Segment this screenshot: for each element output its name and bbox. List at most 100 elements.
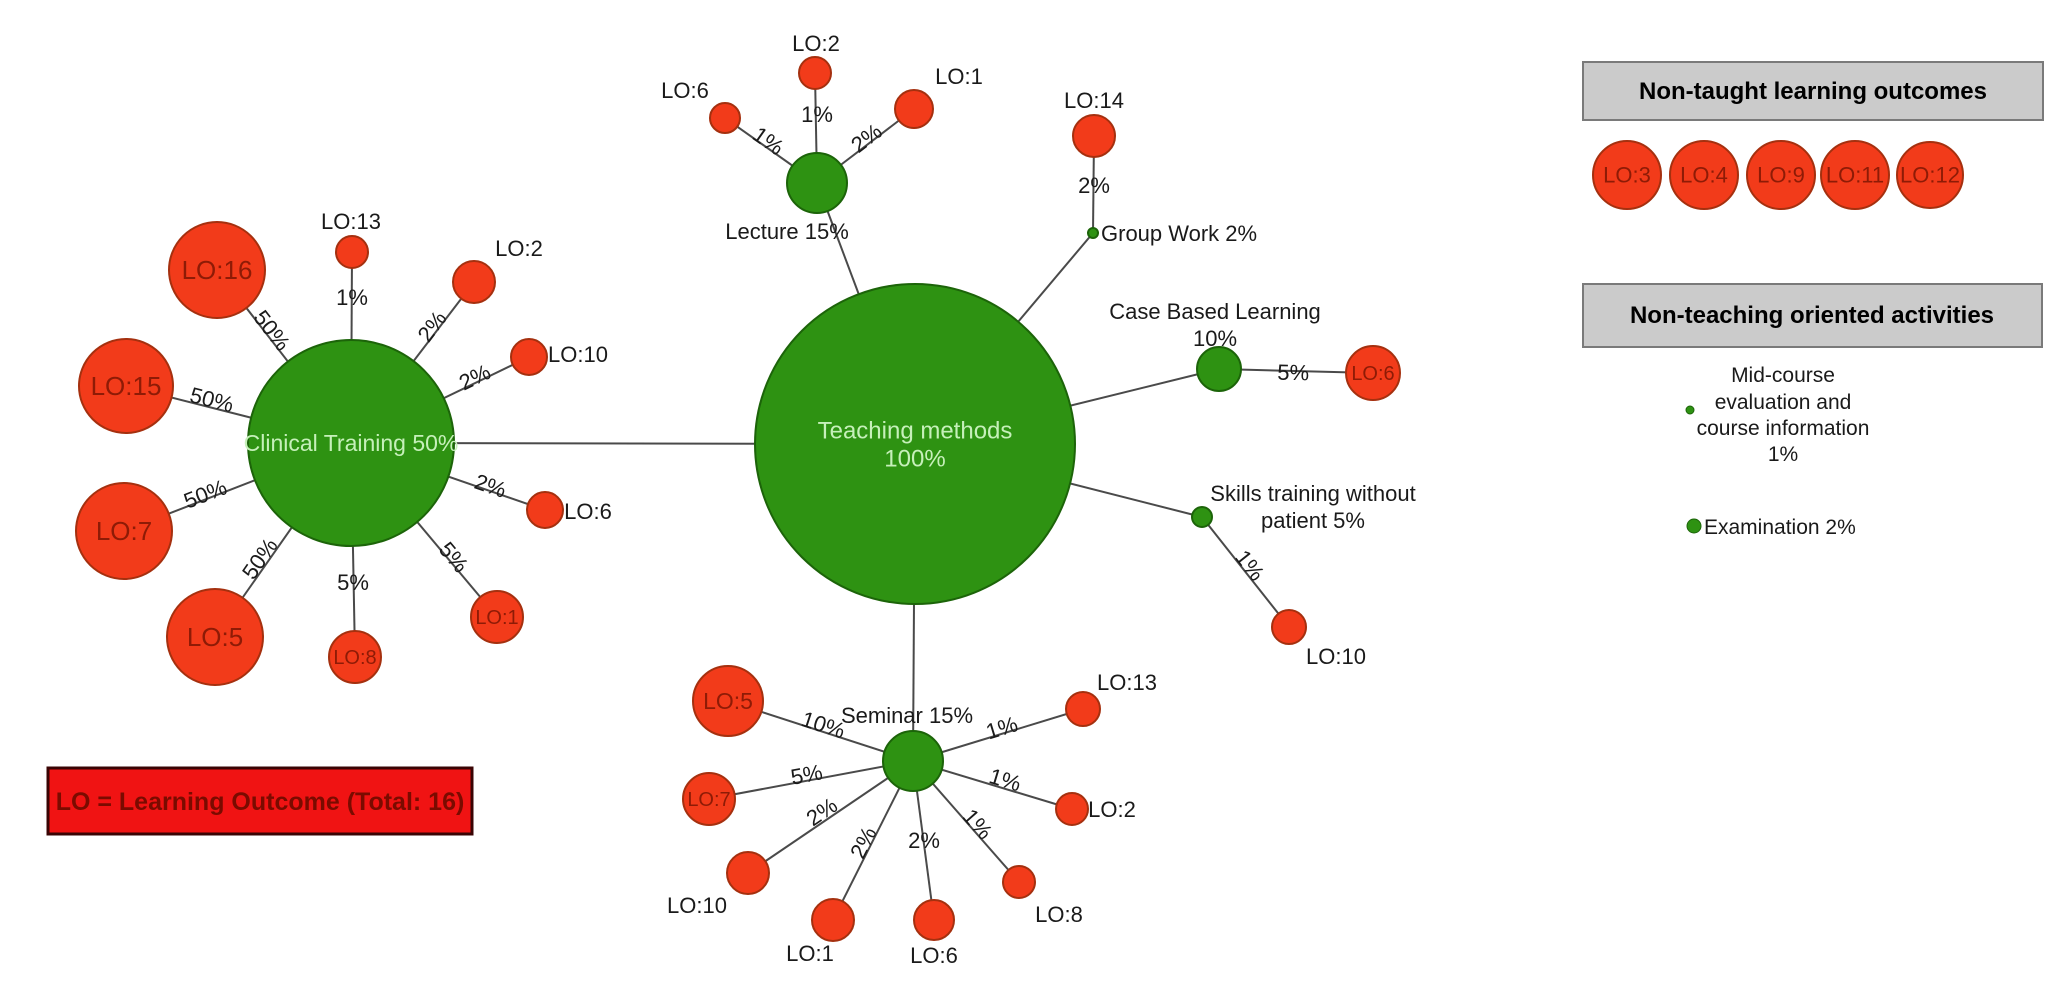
node-sk10 [1271, 609, 1307, 645]
node-sm2 [1055, 792, 1089, 826]
node-cl8 [328, 630, 382, 684]
edge-skills-sk10 [1201, 516, 1290, 628]
label-cl6: LO:6 [564, 499, 612, 524]
node-clinical [247, 339, 455, 547]
node-cl5 [166, 588, 264, 686]
label-cl5: LO:5 [187, 622, 243, 652]
legend-box [46, 766, 474, 836]
midcourse-dot [1685, 405, 1695, 415]
node-nt3 [1592, 140, 1662, 210]
node-lec6 [709, 102, 741, 134]
edge-seminar-sm10 [747, 760, 914, 874]
node-cl6 [526, 491, 564, 529]
label-cl15: LO:15 [91, 371, 162, 401]
non-teaching-header-box [1582, 283, 2043, 348]
label-nt3: LO:3 [1603, 163, 1651, 188]
edge-label-lecture-lec2: 1% [801, 102, 833, 127]
node-cl7 [75, 482, 173, 580]
label-nt12: LO:12 [1900, 163, 1960, 188]
label-sm8: LO:8 [1035, 902, 1083, 927]
edge-label-clinical-cl15: 50% [187, 382, 236, 417]
node-sm8 [1002, 865, 1036, 899]
midcourse-line-3: course information [1697, 417, 1870, 440]
edge-label-seminar-sm13: 1% [983, 711, 1021, 744]
label-cb6: LO:6 [1351, 363, 1394, 385]
edge-label-seminar-sm2: 1% [986, 763, 1024, 796]
label-teaching: Teaching methods [818, 417, 1013, 444]
label-lo14: LO:14 [1064, 88, 1124, 113]
edge-label-seminar-sm8: 1% [958, 804, 998, 844]
node-casebased [1196, 346, 1242, 392]
node-nt11 [1820, 140, 1890, 210]
midcourse-line-1: Mid-course [1731, 364, 1835, 387]
node-cl13 [335, 235, 369, 269]
label-lec1: LO:1 [935, 64, 983, 89]
node-cl2 [452, 260, 496, 304]
edge-label-clinical-cl13: 1% [336, 285, 368, 310]
label-cl8: LO:8 [333, 647, 376, 669]
edge-label-casebased-cb6: 5% [1277, 360, 1309, 386]
label-seminar: Seminar 15% [841, 703, 973, 728]
label-cl13: LO:13 [321, 209, 381, 234]
node-sm10 [726, 851, 770, 895]
node-nt12 [1896, 141, 1964, 209]
edge-label-seminar-sm7: 5% [789, 759, 825, 789]
node-lec1 [894, 89, 934, 129]
label-skills: patient 5% [1261, 508, 1365, 533]
edge-label-seminar-sm10: 2% [802, 793, 842, 832]
midcourse-text: Mid-course evaluation and course informa… [1697, 364, 1870, 466]
non-taught-title: Non-taught learning outcomes [1639, 78, 1987, 105]
edge-label-clinical-cl1: 5% [434, 537, 474, 577]
label-sm2: LO:2 [1088, 797, 1136, 822]
node-nt9 [1746, 140, 1816, 210]
edge-label-seminar-sm1: 2% [845, 823, 882, 863]
examination-dot [1686, 518, 1702, 534]
label-sm10: LO:10 [667, 893, 727, 918]
panel-non-teaching: Non-teaching oriented activities Mid-cou… [1582, 283, 2043, 539]
node-sm7 [682, 772, 736, 826]
label-lec6: LO:6 [661, 78, 709, 103]
node-cl10 [510, 338, 548, 376]
node-teaching [754, 283, 1076, 605]
node-sm6 [913, 899, 955, 941]
label-lecture: Lecture 15% [725, 219, 849, 244]
label-sk10: LO:10 [1306, 644, 1366, 669]
node-sm13 [1065, 691, 1101, 727]
label-clinical: Clinical Training 50% [244, 430, 459, 456]
label-teaching: 100% [884, 445, 945, 472]
node-lec2 [798, 56, 832, 90]
midcourse-line-4: 1% [1768, 443, 1798, 466]
edge-label-lecture-lec6: 1% [748, 121, 788, 160]
non-taught-header-box [1582, 61, 2044, 121]
label-sm13: LO:13 [1097, 670, 1157, 695]
label-nt9: LO:9 [1757, 163, 1805, 188]
legend: LO = Learning Outcome (Total: 16) [46, 766, 474, 836]
label-cl10: LO:10 [548, 342, 608, 367]
node-cl16 [168, 221, 266, 319]
label-skills: Skills training without [1210, 481, 1415, 506]
node-nt4 [1669, 140, 1739, 210]
label-cl7: LO:7 [96, 516, 152, 546]
edge-label-lecture-lec1: 2% [846, 118, 886, 157]
node-cl1 [470, 590, 524, 644]
label-sm7: LO:7 [687, 789, 730, 811]
label-groupwork: Group Work 2% [1101, 221, 1257, 246]
non-teaching-title: Non-teaching oriented activities [1630, 302, 1994, 329]
label-casebased: Case Based Learning [1109, 299, 1321, 324]
node-seminar [882, 730, 944, 792]
node-lecture [786, 152, 848, 214]
graph-layer: 50%1%2%2%50%2%50%5%50% 5%1%1%2%2%5%1%10%5… [75, 31, 1964, 968]
label-cl2: LO:2 [495, 236, 543, 261]
node-sm1 [811, 898, 855, 942]
edge-label-skills-sk10: 1% [1230, 545, 1269, 585]
edge-label-clinical-cl2: 2% [412, 306, 451, 346]
label-cl1: LO:1 [475, 607, 518, 629]
label-sm6: LO:6 [910, 943, 958, 968]
legend-label: LO = Learning Outcome (Total: 16) [56, 788, 465, 816]
edge-label-clinical-cl6: 2% [471, 469, 509, 503]
label-sm1: LO:1 [786, 941, 834, 966]
node-cl15 [78, 338, 174, 434]
edge-label-clinical-cl5: 50% [237, 533, 283, 583]
midcourse-line-2: evaluation and [1715, 391, 1852, 414]
